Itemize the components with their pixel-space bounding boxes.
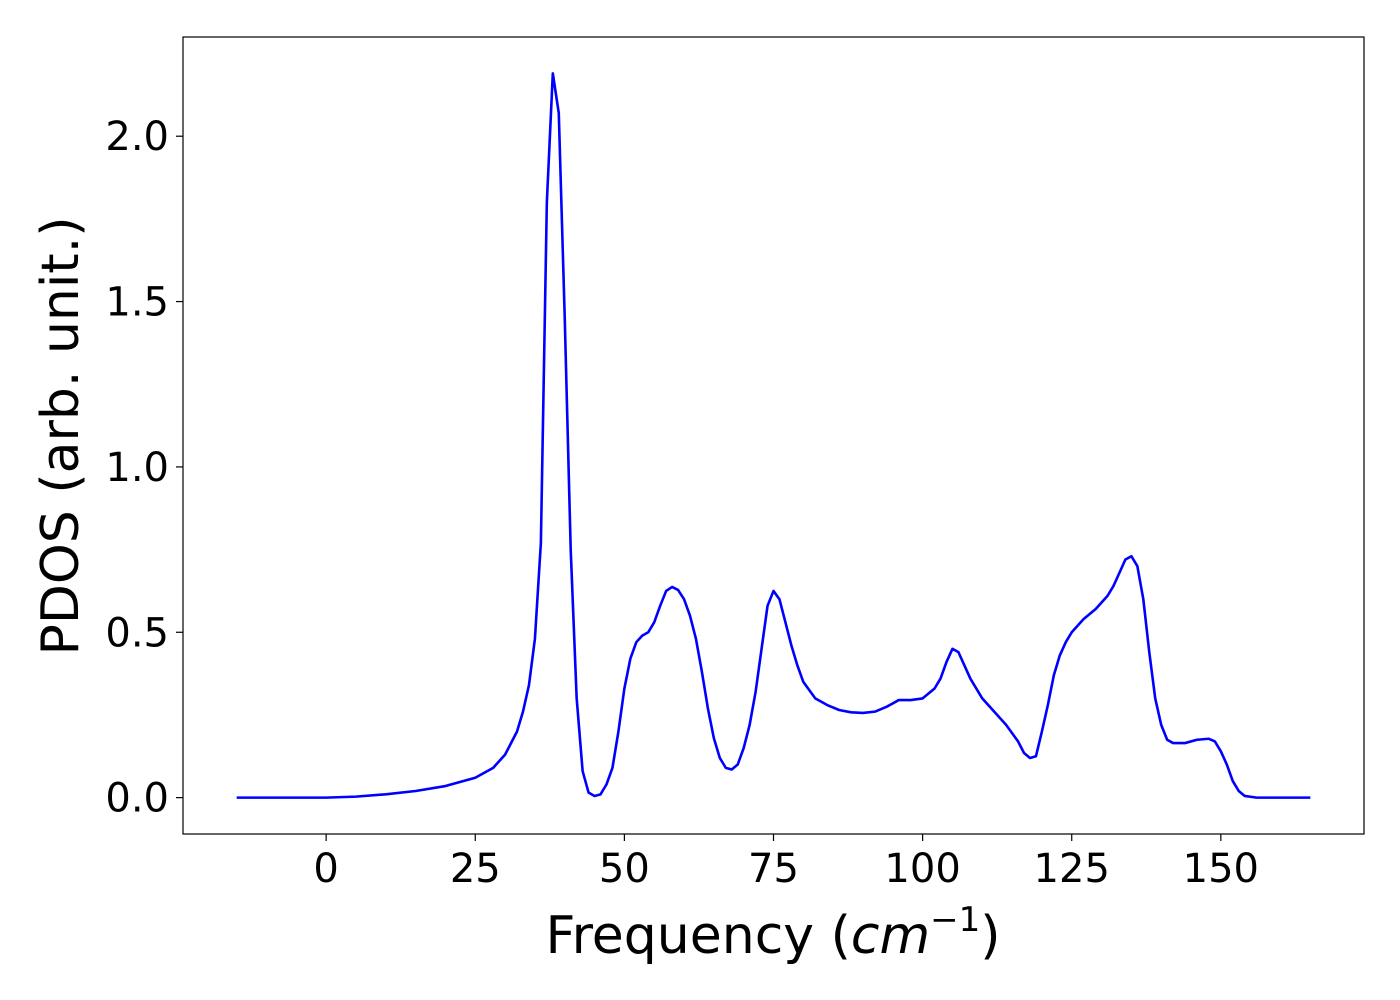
y-axis-label: PDOS (arb. unit.) [31, 216, 91, 655]
x-label-text: Frequency ( [545, 906, 850, 966]
x-label-sup: −1 [930, 900, 980, 940]
y-tick-label: 2.0 [105, 114, 169, 160]
series-line [236, 72, 1311, 799]
y-tick-label: 0.0 [105, 776, 169, 822]
y-tick-label: 1.5 [105, 280, 169, 326]
plot-frame [182, 36, 1365, 835]
x-tick-label: 50 [599, 846, 650, 892]
y-tick-label: 1.0 [105, 445, 169, 491]
x-tick-label: 75 [748, 846, 799, 892]
x-tick-label: 100 [884, 846, 960, 892]
x-tick-label: 125 [1034, 846, 1110, 892]
x-label-unit: cm [851, 906, 930, 966]
y-tick-label: 0.5 [105, 610, 169, 656]
x-axis-label: Frequency (cm−1) [545, 900, 1000, 966]
x-tick-label: 0 [313, 846, 338, 892]
x-label-end: ) [980, 906, 1000, 966]
x-tick-label: 25 [450, 846, 501, 892]
x-tick-label: 150 [1183, 846, 1259, 892]
